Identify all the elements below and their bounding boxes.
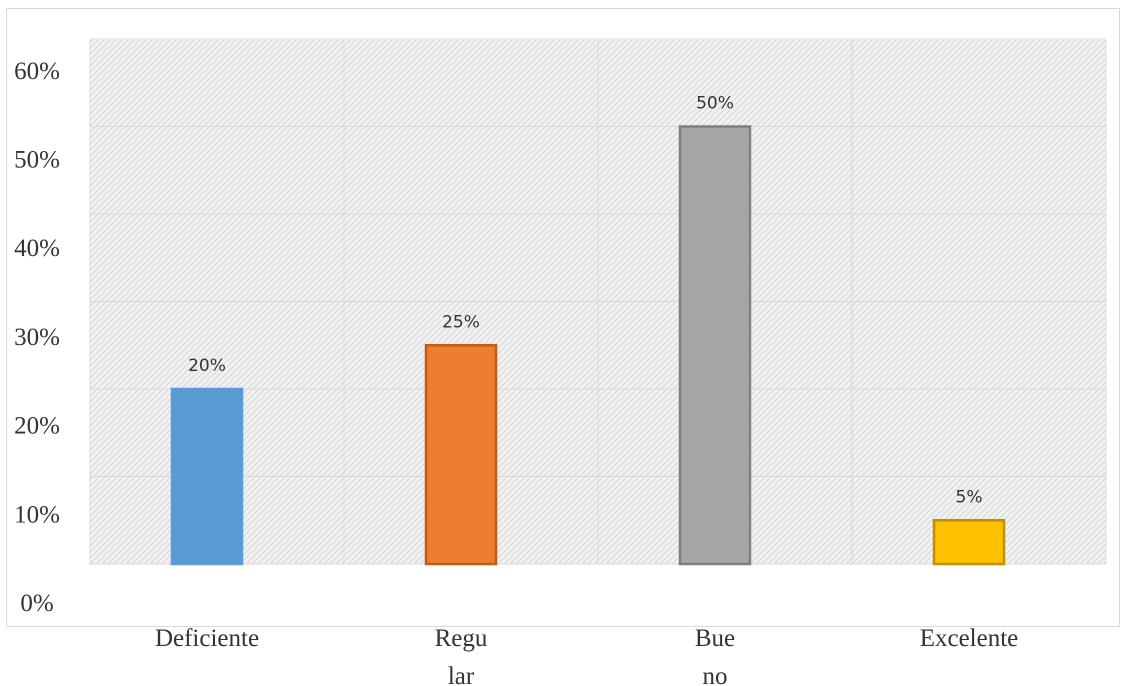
y-tick-label: 50% <box>14 147 60 174</box>
y-tick-label: 20% <box>14 413 60 440</box>
data-label-excelente: 5% <box>956 487 983 507</box>
data-label-deficiente: 20% <box>188 356 226 376</box>
gridlines <box>89 38 1107 565</box>
x-tick-label: Deficiente <box>155 625 259 652</box>
bar-bueno <box>678 125 752 566</box>
x-axis-ticks: Deficiente Regu lar Bue no Excelente <box>155 625 1018 686</box>
data-labels: 20% 25% 50% 5% <box>188 94 982 508</box>
y-tick-label: 30% <box>14 324 60 351</box>
y-tick-label: 40% <box>14 235 60 262</box>
y-tick-label: 0% <box>20 590 53 617</box>
y-tick-label: 10% <box>14 501 60 528</box>
data-label-bueno: 50% <box>696 94 734 114</box>
y-axis-ticks: 0% 10% 20% 30% 40% 50% 60% <box>14 58 60 617</box>
y-tick-label: 60% <box>14 58 60 85</box>
bar-deficiente <box>170 387 244 566</box>
bars <box>170 125 1006 566</box>
x-tick-label: Regu lar <box>435 625 488 686</box>
x-tick-label: Bue no <box>695 625 735 686</box>
bar-excelente <box>932 519 1006 566</box>
x-tick-label: Excelente <box>920 625 1019 652</box>
data-label-regular: 25% <box>442 312 480 332</box>
bar-regular <box>424 344 498 566</box>
